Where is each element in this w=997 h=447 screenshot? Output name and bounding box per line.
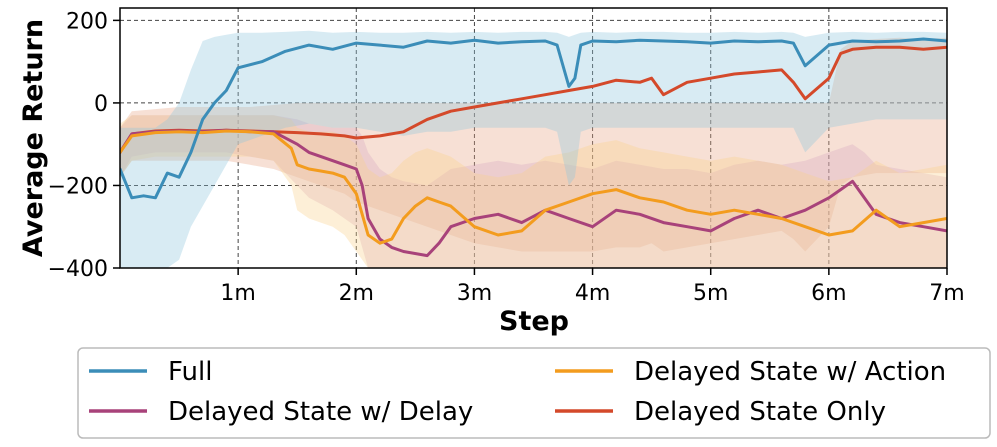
band-2: [120, 115, 947, 268]
y-tick-label: 200: [66, 9, 108, 34]
plot-frame: [119, 7, 948, 269]
legend-label-delayed-state-only: Delayed State Only: [634, 397, 886, 427]
plot-area: [120, 30, 947, 268]
y-tick-label: 0: [94, 92, 108, 117]
x-axis-title: Step: [499, 306, 569, 337]
y-tick-label: −200: [48, 174, 108, 199]
legend-label-delayed-state-w-delay: Delayed State w/ Delay: [168, 397, 473, 427]
x-tick-label: 2m: [339, 281, 374, 306]
x-tick-label: 1m: [220, 281, 255, 306]
series-line-2: [120, 129, 947, 245]
series-line-0: [120, 37, 947, 200]
x-tick-label: 6m: [811, 281, 846, 306]
x-tick-label: 4m: [575, 281, 610, 306]
y-axis-title: Average Return: [18, 19, 49, 257]
band-3: [120, 37, 947, 252]
x-tick-label: 3m: [457, 281, 492, 306]
x-tick-label: 5m: [693, 281, 728, 306]
legend: Full Delayed State w/ Delay Delayed Stat…: [77, 347, 991, 439]
axis-ticks: 1m 2m 3m 4m 5m 6m 7m −400 −200 0 200: [48, 9, 965, 306]
band-1: [120, 115, 947, 268]
legend-label-full: Full: [168, 357, 212, 387]
legend-label-delayed-state-w-action: Delayed State w/ Action: [634, 357, 946, 387]
legend-frame: [77, 347, 991, 439]
series-line-1: [120, 128, 947, 258]
x-tick-label: 7m: [929, 281, 964, 306]
band-0: [120, 30, 947, 268]
y-tick-label: −400: [48, 257, 108, 282]
